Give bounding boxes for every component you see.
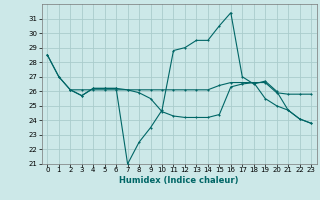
X-axis label: Humidex (Indice chaleur): Humidex (Indice chaleur) xyxy=(119,176,239,185)
